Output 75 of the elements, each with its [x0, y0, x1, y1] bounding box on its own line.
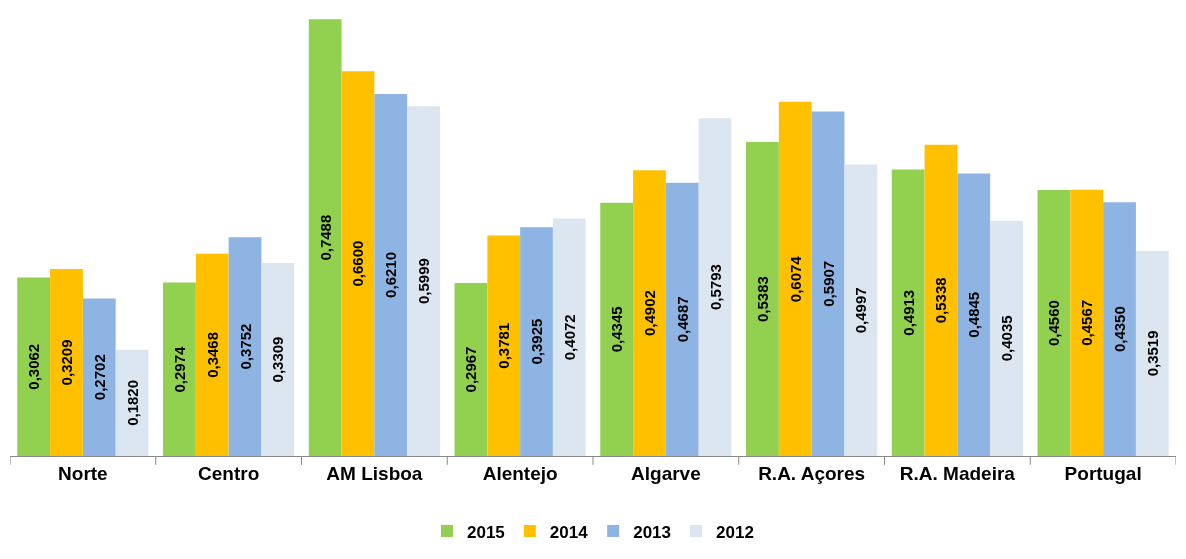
- data-label: 0,5999: [415, 258, 433, 305]
- data-label: 0,4997: [852, 287, 870, 334]
- bar: [261, 263, 295, 456]
- bar: [746, 142, 779, 456]
- data-label: 0,7488: [316, 214, 334, 261]
- bar: [374, 93, 408, 456]
- data-label: 0,2974: [170, 346, 188, 393]
- bar: [1037, 190, 1071, 456]
- x-tick-label: Alentejo: [482, 462, 558, 484]
- bar: [924, 144, 958, 456]
- data-label: 0,3062: [25, 343, 43, 390]
- legend-label: 2012: [716, 522, 754, 542]
- data-label: 0,4035: [998, 315, 1016, 362]
- x-tick-label: R.A. Madeira: [899, 462, 1016, 484]
- data-label: 0,2967: [462, 346, 480, 393]
- bar: [407, 106, 440, 456]
- x-tick-label: Norte: [58, 462, 108, 484]
- data-label: 0,4345: [608, 306, 626, 353]
- data-label: 0,4913: [899, 289, 917, 336]
- bar: [163, 282, 196, 456]
- bar: [1135, 250, 1169, 456]
- bar: [82, 298, 116, 456]
- bar: [957, 173, 991, 456]
- data-label: 0,4072: [560, 314, 578, 361]
- bar: [341, 71, 375, 456]
- bar: [990, 220, 1023, 456]
- data-label: 0,3781: [495, 322, 513, 369]
- data-label: 0,3519: [1143, 330, 1161, 377]
- bar: [665, 182, 699, 456]
- x-tick-label: Algarve: [631, 462, 701, 484]
- data-label: 0,3752: [236, 323, 254, 370]
- data-label: 0,3468: [203, 331, 221, 378]
- x-tick-label: AM Lisboa: [326, 462, 423, 484]
- bar: [698, 118, 732, 456]
- data-label: 0,3309: [269, 336, 287, 383]
- legend-label: 2015: [467, 522, 505, 542]
- data-label: 0,4902: [640, 290, 658, 337]
- data-label: 0,4567: [1078, 299, 1096, 346]
- bar: [454, 282, 488, 456]
- x-tick-label: Centro: [198, 462, 260, 484]
- data-label: 0,5338: [932, 277, 950, 324]
- bar: [1070, 189, 1104, 456]
- data-label: 0,5383: [753, 276, 771, 322]
- bar: [778, 101, 812, 456]
- data-label: 0,1820: [123, 379, 141, 426]
- bar: [891, 169, 925, 456]
- bar: [308, 19, 342, 456]
- data-label: 0,2702: [90, 354, 108, 401]
- bar: [520, 227, 553, 456]
- bar: [552, 218, 586, 456]
- bar: [844, 164, 878, 456]
- data-label: 0,4560: [1045, 300, 1063, 346]
- bar: [1103, 202, 1136, 456]
- bar: [600, 202, 634, 456]
- x-tick-label: R.A. Açores: [758, 462, 866, 484]
- data-label: 0,3925: [528, 318, 546, 365]
- data-label: 0,4350: [1111, 306, 1129, 353]
- legend-label: 2013: [633, 522, 672, 542]
- bar: [228, 237, 262, 456]
- data-label: 0,6600: [349, 240, 367, 287]
- x-tick-label: Portugal: [1064, 462, 1142, 484]
- data-label: 0,4845: [965, 291, 983, 338]
- bar: [17, 277, 51, 456]
- bar: [633, 170, 666, 456]
- data-label: 0,4687: [673, 296, 691, 343]
- bar: [811, 111, 845, 456]
- data-label: 0,5793: [706, 264, 724, 311]
- data-label: 0,6074: [786, 255, 804, 303]
- data-label: 0,6210: [382, 252, 400, 298]
- data-label: 0,5907: [819, 260, 837, 307]
- bar: [195, 253, 229, 456]
- data-label: 0,3209: [57, 339, 75, 386]
- bar: [50, 268, 83, 456]
- bar: [487, 235, 521, 456]
- legend-label: 2014: [549, 522, 589, 542]
